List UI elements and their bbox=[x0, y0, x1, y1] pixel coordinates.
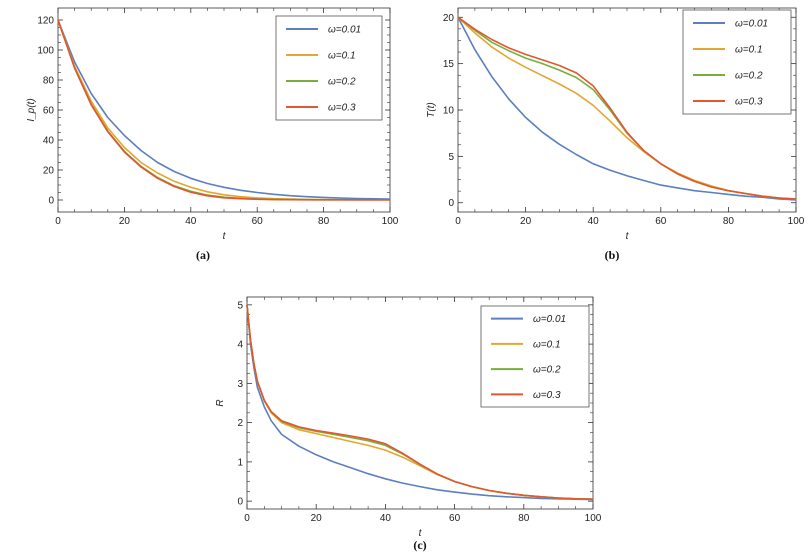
y-tick-label: 3 bbox=[237, 379, 243, 390]
x-tick-label: 80 bbox=[318, 216, 330, 227]
y-tick-label: 4 bbox=[237, 340, 243, 351]
y-tick-label: 0 bbox=[48, 196, 54, 207]
y-axis-label: T(t) bbox=[426, 102, 437, 118]
x-axis-label: t bbox=[223, 231, 227, 242]
y-tick-label: 15 bbox=[443, 59, 455, 70]
x-tick-label: 60 bbox=[252, 216, 264, 227]
x-tick-label: 80 bbox=[518, 513, 530, 524]
panel-b: 0 20 40 60 80 100 0 5 10 15 20 t T(t) ω=0.01 ω=0.1 ω=0.… bbox=[426, 7, 805, 242]
legend-box bbox=[275, 15, 383, 121]
legend-label: ω=0.3 bbox=[735, 97, 763, 108]
series-line bbox=[457, 16, 797, 200]
legend-label: ω=0.01 bbox=[533, 314, 566, 325]
y-tick-label: 80 bbox=[43, 76, 55, 87]
legend-label: ω=0.3 bbox=[328, 103, 356, 114]
legend-box bbox=[682, 9, 792, 115]
y-tick-label: 120 bbox=[37, 16, 54, 27]
y-tick-label: 0 bbox=[448, 198, 454, 209]
legend-box bbox=[480, 305, 590, 408]
x-tick-label: 100 bbox=[382, 216, 399, 227]
y-tick-label: 20 bbox=[443, 13, 455, 24]
x-tick-label: 100 bbox=[585, 513, 602, 524]
legend-label: ω=0.01 bbox=[328, 25, 361, 36]
x-tick-label: 60 bbox=[449, 513, 461, 524]
series-line bbox=[457, 16, 797, 201]
x-tick-label: 0 bbox=[55, 216, 61, 227]
legend-label: ω=0.3 bbox=[533, 390, 561, 401]
y-tick-label: 5 bbox=[448, 152, 454, 163]
caption-b: (b) bbox=[605, 248, 620, 262]
legend-label: ω=0.1 bbox=[328, 51, 356, 62]
x-tick-label: 40 bbox=[380, 513, 392, 524]
y-tick-label: 1 bbox=[237, 457, 243, 468]
legend-label: ω=0.2 bbox=[328, 77, 356, 88]
legend-label: ω=0.2 bbox=[735, 71, 763, 82]
panel-c: 0 20 40 60 80 100 0 1 2 3 4 5 t Rω=0.01 ω=0.1 ω=0.2 ω=0.… bbox=[215, 296, 602, 539]
x-tick-label: 0 bbox=[455, 216, 461, 227]
x-tick-label: 80 bbox=[723, 216, 735, 227]
y-tick-label: 60 bbox=[43, 106, 55, 117]
caption-a: (a) bbox=[196, 248, 210, 262]
x-tick-label: 40 bbox=[588, 216, 600, 227]
x-tick-label: 40 bbox=[185, 216, 197, 227]
series-line bbox=[57, 19, 390, 201]
panel-a: 0 20 40 60 80 100 0 20 40 60 80 100 120 t I_p(t) ω=0.01… bbox=[26, 7, 399, 242]
y-tick-label: 10 bbox=[443, 106, 455, 117]
y-tick-label: 5 bbox=[237, 300, 243, 311]
x-tick-label: 0 bbox=[244, 513, 250, 524]
x-tick-label: 100 bbox=[788, 216, 805, 227]
y-tick-label: 0 bbox=[237, 497, 243, 508]
x-tick-label: 60 bbox=[655, 216, 667, 227]
y-axis-label: R bbox=[215, 399, 226, 406]
y-tick-label: 20 bbox=[43, 166, 55, 177]
x-axis-label: t bbox=[626, 231, 630, 242]
x-axis-label: t bbox=[419, 528, 423, 539]
x-tick-label: 20 bbox=[520, 216, 532, 227]
series-line bbox=[246, 304, 594, 501]
legend-label: ω=0.2 bbox=[533, 365, 561, 376]
y-tick-label: 40 bbox=[43, 136, 55, 147]
legend-label: ω=0.1 bbox=[533, 339, 561, 350]
legend-label: ω=0.01 bbox=[735, 19, 768, 30]
series-line bbox=[246, 304, 594, 500]
y-tick-label: 100 bbox=[37, 46, 54, 57]
legend-label: ω=0.1 bbox=[735, 45, 763, 56]
x-tick-label: 20 bbox=[311, 513, 323, 524]
series-line bbox=[57, 19, 391, 200]
x-tick-label: 20 bbox=[119, 216, 131, 227]
caption-c: (c) bbox=[413, 538, 426, 552]
y-tick-label: 2 bbox=[237, 418, 243, 429]
y-axis-label: I_p(t) bbox=[26, 98, 37, 121]
